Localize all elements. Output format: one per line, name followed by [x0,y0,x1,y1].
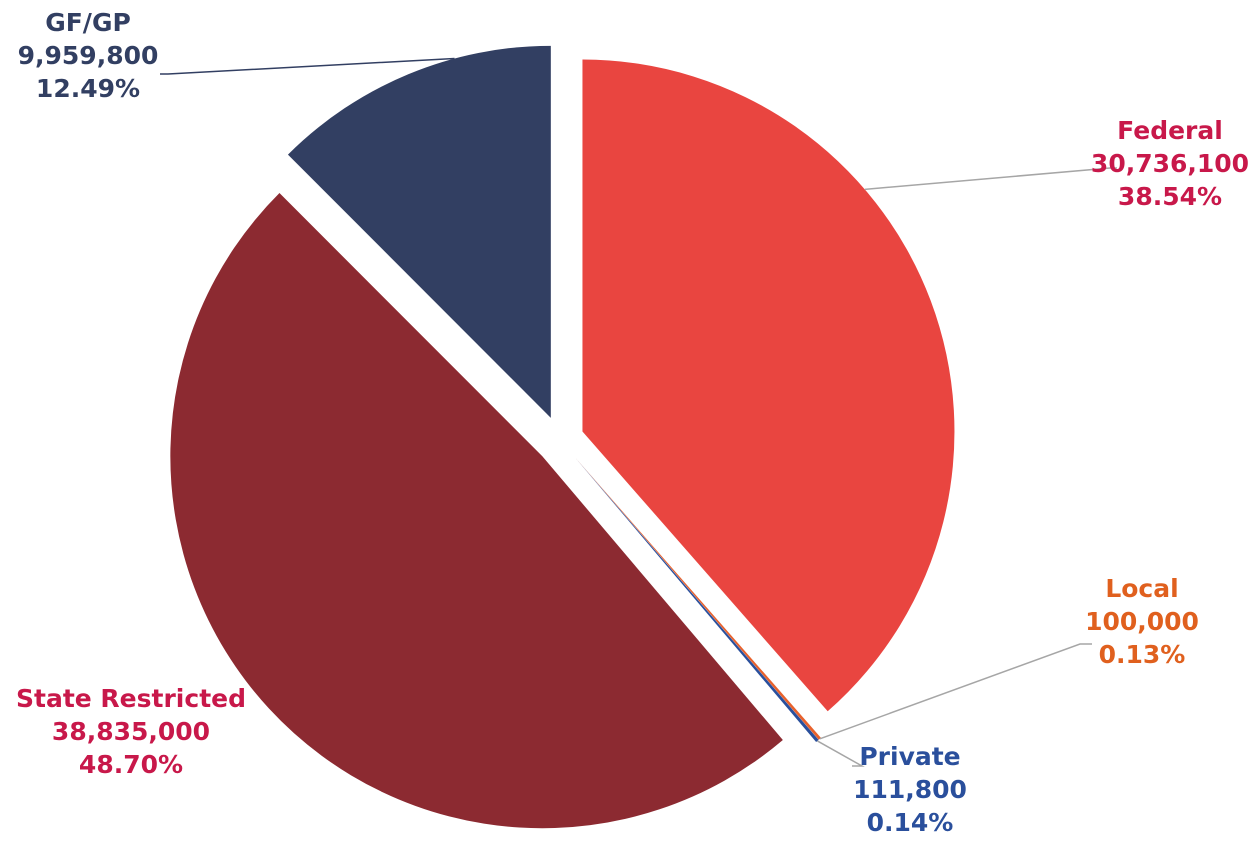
label-private-value: 111,800 [853,775,967,804]
slice-gf-gp [287,45,551,418]
label-state-restricted-percent: 48.70% [78,750,184,779]
label-gf-gp-value: 9,959,800 [17,41,159,70]
leader-lines [160,57,1117,767]
label-gf-gp-percent: 12.49% [35,74,141,103]
leader-line-gf-gp [160,57,455,75]
label-gf-gp: GF/GP 9,959,800 12.49% [18,6,159,105]
label-state-restricted: State Restricted 38,835,000 48.70% [16,682,246,781]
label-gf-gp-name: GF/GP [45,8,131,37]
leader-line-federal [864,167,1117,191]
label-local-percent: 0.13% [1098,640,1186,669]
label-local-name: Local [1105,574,1179,603]
label-federal-value: 30,736,100 [1090,149,1250,178]
slice-federal [582,59,955,712]
slice-local [575,458,821,740]
label-state-restricted-name: State Restricted [16,684,246,713]
leader-line-local [819,643,1092,740]
label-private-percent: 0.14% [866,808,954,837]
leader-line-private [817,740,865,767]
label-federal: Federal 30,736,100 38.54% [1091,114,1249,213]
label-private: Private 111,800 0.14% [853,740,967,839]
label-private-name: Private [859,742,961,771]
slice-state-restricted [170,193,783,829]
pie-slices [170,45,955,829]
label-local-value: 100,000 [1085,607,1199,636]
slice-private [575,458,819,743]
label-federal-name: Federal [1117,116,1223,145]
label-local: Local 100,000 0.13% [1085,572,1199,671]
label-federal-percent: 38.54% [1117,182,1223,211]
label-state-restricted-value: 38,835,000 [51,717,211,746]
